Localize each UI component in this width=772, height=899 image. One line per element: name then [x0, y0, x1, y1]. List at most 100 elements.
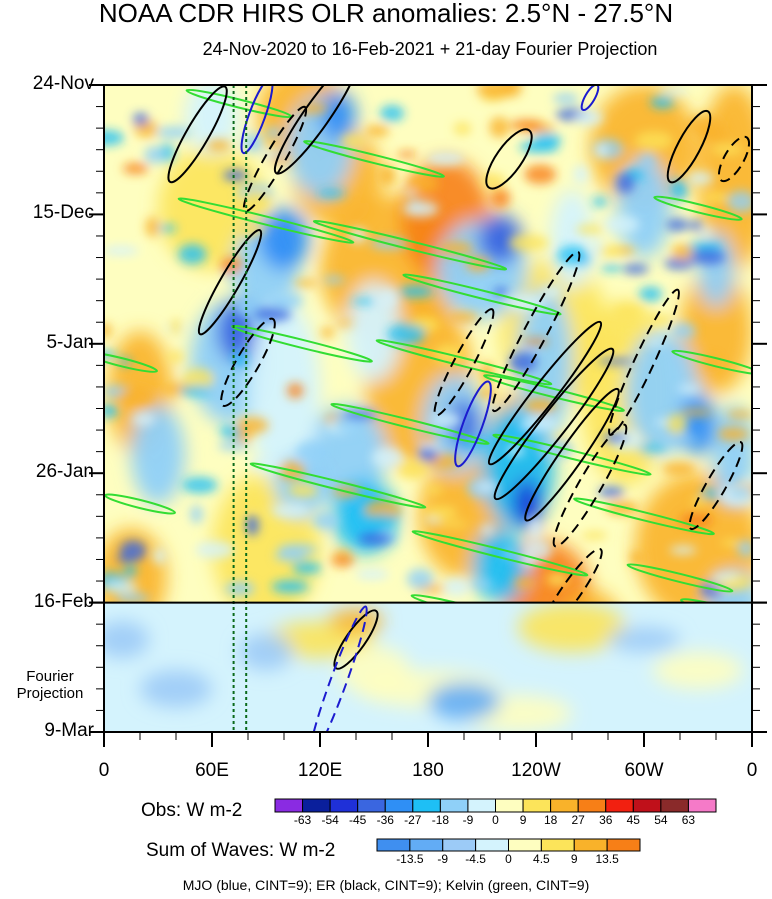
obs-blob — [252, 307, 292, 322]
colorbar-tick-label: 9 — [519, 813, 527, 827]
obs-blob — [533, 132, 561, 148]
obs-blob — [640, 153, 656, 171]
obs-blob — [286, 382, 304, 399]
kelvin-contour — [680, 598, 752, 603]
obs-blob — [664, 257, 694, 270]
obs-blob — [195, 541, 235, 559]
obs-blob — [407, 173, 439, 194]
obs-blob — [359, 514, 398, 525]
er-contour — [242, 105, 308, 213]
obs-blob — [521, 416, 558, 431]
obs-blob — [690, 220, 703, 232]
proj-blob — [653, 651, 743, 689]
er-contour — [493, 347, 615, 501]
obs-blob — [104, 580, 139, 594]
obs-blob — [646, 338, 666, 346]
kelvin-contour — [375, 339, 553, 386]
obs-blob — [116, 555, 137, 563]
colorbar-tick-label: -9 — [462, 813, 474, 827]
obs-blob — [404, 190, 417, 198]
obs-blob — [711, 144, 744, 155]
y-tick-label: 26-Jan — [35, 461, 94, 483]
obs-blob — [425, 517, 442, 524]
colorbar-swatch — [439, 798, 469, 813]
obs-blob — [546, 572, 570, 586]
proj-anomaly-blobs — [104, 603, 743, 732]
obs-blob — [509, 119, 545, 131]
obs-blob — [524, 539, 553, 561]
obs-blob — [737, 540, 752, 557]
obs-blob — [340, 133, 366, 150]
obs-blob — [524, 164, 557, 185]
y-tick-label: 24-Nov — [32, 73, 94, 94]
obs-blob — [575, 224, 605, 234]
obs-blob — [489, 116, 510, 138]
obs-blob — [508, 234, 549, 252]
obs-blob — [371, 447, 404, 468]
kelvin-contour — [231, 324, 373, 363]
colorbar-tick-label: -18 — [431, 813, 450, 827]
obs-blob — [447, 311, 479, 323]
obs-colorbar — [274, 798, 717, 813]
obs-blob — [703, 192, 729, 203]
obs-blob — [601, 264, 622, 272]
x-tick-label: 0 — [746, 760, 758, 781]
colorbar-tick-label: 45 — [626, 813, 640, 827]
kelvin-contour — [104, 493, 176, 515]
obs-blob — [711, 572, 740, 581]
obs-blob — [145, 216, 160, 237]
obs-blob — [222, 169, 248, 181]
obs-blob — [182, 368, 215, 390]
er-contour — [167, 85, 228, 184]
axes — [89, 84, 767, 747]
obs-blob — [312, 512, 341, 530]
projection-label-line: Fourier — [26, 668, 74, 685]
proj-blob — [239, 633, 293, 671]
mjo-contour — [454, 380, 492, 468]
obs-blob — [689, 248, 726, 266]
colorbar-swatch — [409, 838, 444, 852]
obs-blob — [476, 482, 497, 491]
obs-blob — [274, 550, 306, 562]
obs-blob — [509, 352, 538, 373]
obs-blob — [167, 350, 184, 364]
obs-blob — [643, 315, 675, 325]
obs-blob — [629, 550, 645, 566]
obs-blob — [666, 413, 687, 435]
kelvin-contour — [303, 140, 445, 178]
colorbar-swatch — [384, 798, 414, 813]
obs-blob — [104, 323, 112, 338]
wave-filter-legend: MJO (blue, CINT=9); ER (black, CINT=9); … — [182, 877, 590, 893]
obs-blob — [337, 319, 353, 327]
colorbar-tick-label: 63 — [681, 813, 696, 827]
kelvin-contour — [249, 462, 427, 509]
er-contour — [666, 109, 712, 184]
y-tick-label: 9-Mar — [44, 720, 94, 741]
er-contour — [487, 320, 603, 466]
obs-blob — [265, 127, 281, 138]
wave-contours-projection — [308, 605, 379, 732]
obs-blob — [119, 386, 154, 407]
obs-blob — [613, 305, 644, 317]
obs-blob — [671, 243, 694, 260]
obs-blob — [207, 139, 231, 152]
obs-blob — [131, 413, 156, 426]
obs-blob — [351, 298, 376, 305]
obs-blob — [402, 200, 439, 218]
colorbar-swatch — [508, 838, 542, 852]
obs-blob — [573, 164, 589, 184]
obs-blob — [387, 323, 427, 345]
colorbar-tick-label: 0 — [505, 852, 512, 866]
colorbar-swatch — [302, 798, 331, 813]
obs-blob — [397, 150, 417, 158]
obs-blob — [671, 322, 696, 339]
proj-blob — [608, 627, 680, 652]
obs-blob — [122, 162, 149, 175]
obs-blob — [473, 528, 527, 603]
colorbar-tick-label: 18 — [543, 813, 558, 827]
obs-blob — [669, 545, 697, 555]
obs-blob — [650, 96, 675, 109]
chart-subtitle: 24-Nov-2020 to 16-Feb-2021 + 21-day Four… — [202, 39, 658, 59]
obs-blob — [379, 165, 396, 186]
projection-anomaly-field — [104, 603, 752, 732]
